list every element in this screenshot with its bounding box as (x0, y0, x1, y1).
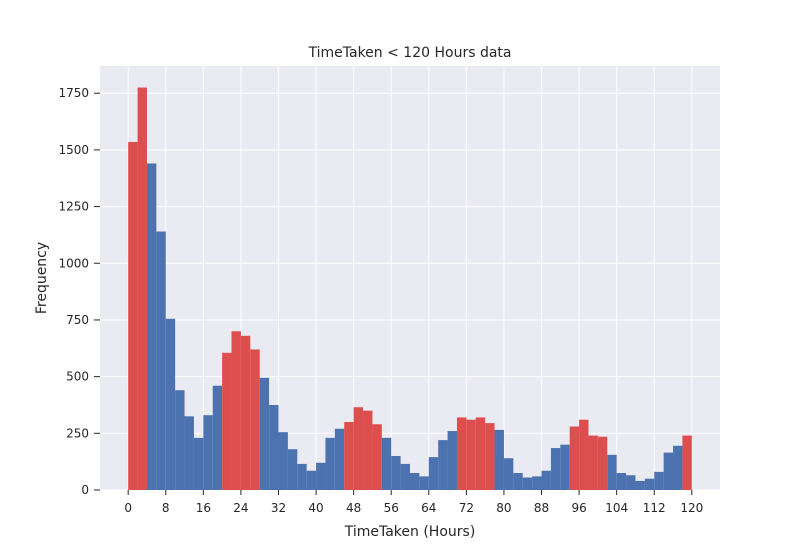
histogram-bar (353, 407, 364, 490)
histogram-bar (588, 435, 598, 490)
histogram-bar (325, 437, 335, 490)
x-tick-label: 0 (124, 501, 132, 515)
x-tick-label: 72 (459, 501, 474, 515)
histogram-bar (344, 421, 354, 490)
histogram-bar (494, 429, 504, 490)
histogram-bar (203, 415, 213, 490)
y-tick-label: 750 (66, 313, 89, 327)
histogram-bar (607, 454, 617, 490)
x-tick-label: 104 (605, 501, 628, 515)
histogram-bar (503, 458, 514, 490)
histogram-bar (306, 470, 317, 490)
histogram-bar (287, 449, 298, 490)
x-tick-label: 120 (680, 501, 703, 515)
x-tick-label: 64 (421, 501, 436, 515)
x-tick-label: 88 (534, 501, 549, 515)
x-tick-label: 56 (384, 501, 399, 515)
histogram-bar (579, 419, 589, 490)
x-tick-label: 40 (308, 501, 323, 515)
histogram-bar (466, 419, 476, 490)
histogram-bar (363, 410, 373, 490)
histogram-bar (391, 455, 401, 490)
x-tick-labels: 0 8 16 24 32 40 48 56 64 72 80 88 96 104 112 120 (124, 501, 703, 515)
histogram-bar (240, 335, 251, 490)
histogram-bar (626, 475, 636, 490)
histogram-bar (644, 478, 655, 490)
histogram-bar (673, 445, 683, 490)
histogram-bar (297, 463, 307, 490)
y-axis-title: Frequency (34, 242, 50, 314)
histogram-bar (475, 417, 486, 490)
histogram-bar (456, 417, 467, 490)
histogram-bar (334, 428, 345, 490)
x-tick-label: 96 (571, 501, 586, 515)
histogram-bar (419, 476, 429, 490)
axis-ticks (94, 92, 693, 495)
y-tick-label: 0 (81, 483, 89, 497)
x-tick-label: 24 (233, 501, 248, 515)
y-tick-label: 1500 (58, 143, 89, 157)
histogram-bar (146, 163, 157, 491)
x-tick-label: 32 (271, 501, 286, 515)
x-tick-label: 48 (346, 501, 361, 515)
histogram-bar (635, 480, 645, 490)
histogram-bar (231, 331, 241, 490)
histogram-bars (128, 87, 692, 491)
y-tick-label: 250 (66, 426, 89, 440)
histogram-bar (193, 437, 204, 490)
histogram-bar (560, 444, 570, 490)
histogram-bar (682, 435, 692, 490)
histogram-bar (128, 141, 138, 490)
histogram-bar (165, 318, 176, 490)
histogram-bar (569, 426, 580, 490)
histogram-bar (156, 231, 166, 490)
x-tick-label: 112 (643, 501, 666, 515)
histogram-bar (212, 385, 223, 490)
histogram-bar (654, 471, 664, 490)
histogram-bar (259, 377, 270, 490)
histogram-bar (616, 472, 627, 490)
histogram-bar (269, 404, 279, 490)
histogram-bar (532, 476, 542, 490)
histogram-bar (316, 462, 326, 490)
histogram-bar (250, 349, 260, 490)
y-tick-label: 500 (66, 370, 89, 384)
x-tick-label: 16 (196, 501, 211, 515)
histogram-bar (447, 431, 457, 490)
histogram-bar (175, 390, 185, 490)
y-tick-label: 1250 (58, 200, 89, 214)
histogram-bar (400, 463, 410, 490)
histogram-bar (485, 423, 495, 490)
histogram-bar (184, 416, 194, 490)
histogram-bar (541, 470, 551, 490)
histogram-bar (222, 352, 232, 490)
y-tick-labels: 0 250 500 750 1000 1250 1500 1750 (58, 86, 89, 497)
histogram-bar (550, 448, 561, 490)
chart-title: TimeTaken < 120 Hours data (308, 45, 512, 61)
y-tick-label: 1000 (58, 256, 89, 270)
histogram-bar (663, 452, 674, 490)
histogram-bar (372, 424, 382, 490)
y-tick-label: 1750 (58, 86, 89, 100)
x-tick-label: 80 (496, 501, 511, 515)
histogram-bar (428, 457, 439, 490)
histogram-bar (522, 477, 533, 490)
x-tick-label: 8 (162, 501, 170, 515)
histogram-bar (513, 472, 523, 490)
histogram-bar (278, 432, 288, 490)
histogram-bar (410, 472, 420, 490)
histogram-bar (438, 440, 448, 490)
histogram-bar (381, 437, 392, 490)
x-axis-title: TimeTaken (Hours) (344, 524, 476, 540)
histogram-bar (137, 87, 147, 491)
histogram-bar (597, 436, 608, 490)
